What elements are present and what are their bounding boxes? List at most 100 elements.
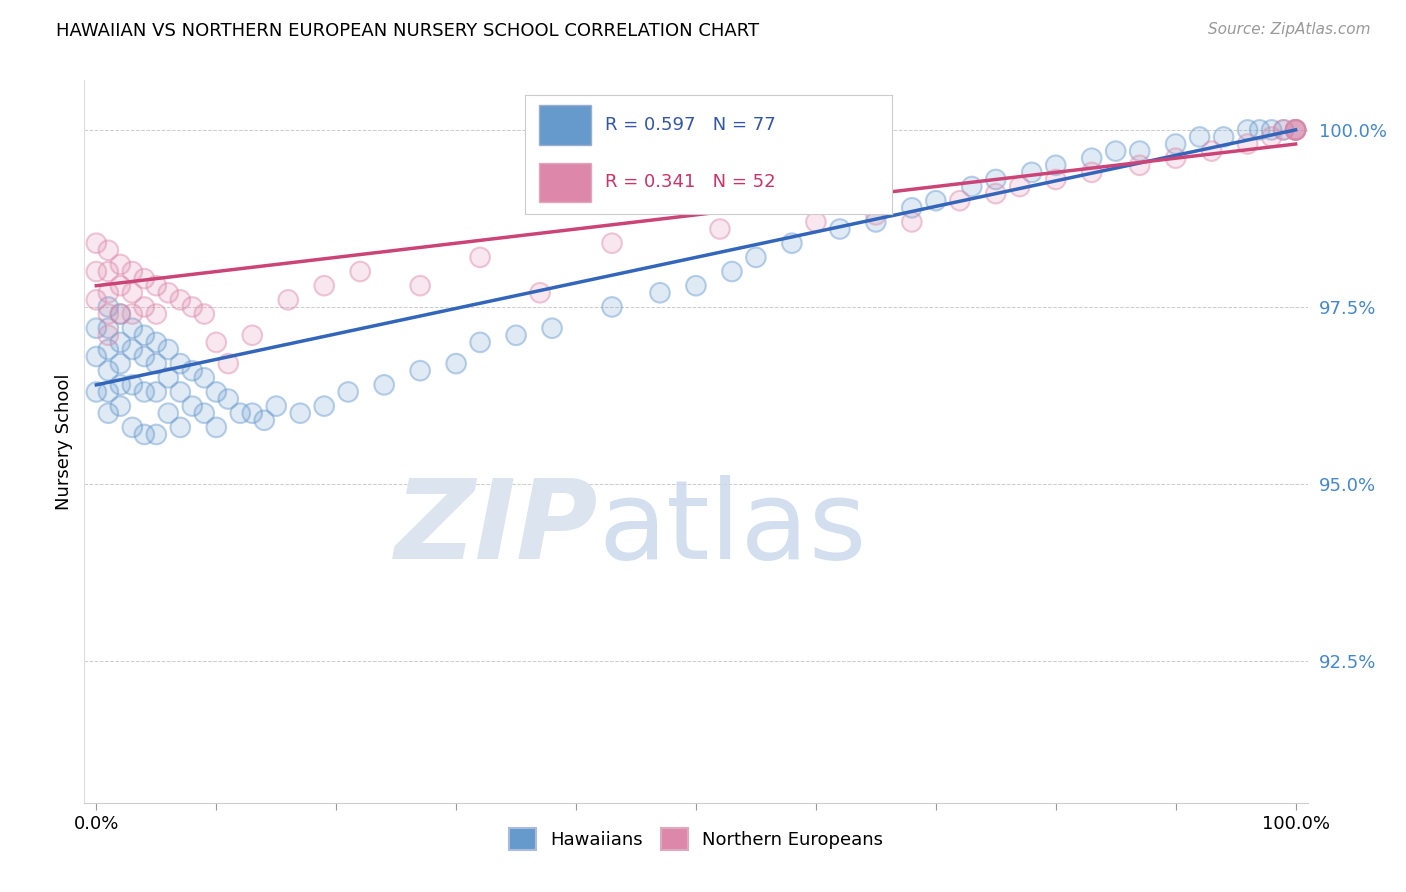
Point — [865, 215, 887, 229]
Point — [229, 406, 252, 420]
Point — [169, 420, 191, 434]
Point — [86, 293, 108, 307]
Point — [121, 264, 143, 278]
Point — [1260, 123, 1282, 137]
Point — [145, 335, 167, 350]
Point — [86, 350, 108, 364]
Point — [648, 285, 671, 300]
Point — [1284, 123, 1306, 137]
Point — [253, 413, 276, 427]
Y-axis label: Nursery School: Nursery School — [55, 373, 73, 510]
Point — [169, 293, 191, 307]
Point — [1080, 165, 1102, 179]
Point — [1284, 123, 1306, 137]
Point — [1236, 123, 1258, 137]
Point — [110, 278, 132, 293]
Point — [217, 392, 239, 406]
Point — [121, 377, 143, 392]
Point — [110, 257, 132, 271]
Point — [181, 399, 204, 413]
Point — [1260, 123, 1282, 137]
Point — [97, 364, 120, 378]
Point — [110, 399, 132, 413]
Point — [960, 179, 983, 194]
Point — [97, 264, 120, 278]
Point — [1272, 123, 1295, 137]
Point — [865, 215, 887, 229]
Point — [780, 236, 803, 251]
Point — [373, 377, 395, 392]
Point — [97, 307, 120, 321]
Point — [1260, 130, 1282, 145]
Point — [949, 194, 972, 208]
Point — [110, 357, 132, 371]
Point — [1164, 151, 1187, 165]
Point — [745, 251, 768, 265]
Point — [960, 179, 983, 194]
Point — [205, 420, 228, 434]
Point — [1284, 123, 1306, 137]
Point — [97, 285, 120, 300]
Point — [121, 343, 143, 357]
Point — [984, 186, 1007, 201]
Point — [1080, 151, 1102, 165]
Point — [529, 285, 551, 300]
Point — [110, 257, 132, 271]
Point — [121, 307, 143, 321]
Point — [1249, 123, 1271, 137]
Point — [134, 271, 156, 285]
Point — [468, 335, 491, 350]
Point — [121, 321, 143, 335]
Point — [181, 399, 204, 413]
Point — [505, 328, 527, 343]
Point — [277, 293, 299, 307]
Point — [193, 307, 215, 321]
Point — [240, 328, 263, 343]
Point — [193, 406, 215, 420]
Point — [1129, 144, 1152, 158]
Point — [529, 285, 551, 300]
Point — [86, 384, 108, 399]
Point — [949, 194, 972, 208]
Point — [110, 307, 132, 321]
Point — [1212, 130, 1234, 145]
Point — [1236, 136, 1258, 151]
Point — [1201, 144, 1223, 158]
Point — [1105, 144, 1128, 158]
Point — [97, 307, 120, 321]
Point — [1236, 123, 1258, 137]
Point — [648, 285, 671, 300]
Point — [685, 278, 707, 293]
Point — [290, 406, 312, 420]
Point — [157, 343, 180, 357]
Point — [1164, 136, 1187, 151]
Point — [1045, 172, 1067, 186]
Text: Source: ZipAtlas.com: Source: ZipAtlas.com — [1208, 22, 1371, 37]
Point — [1236, 136, 1258, 151]
Point — [721, 264, 744, 278]
Point — [1284, 123, 1306, 137]
Point — [134, 300, 156, 314]
Text: ZIP: ZIP — [395, 475, 598, 582]
Text: HAWAIIAN VS NORTHERN EUROPEAN NURSERY SCHOOL CORRELATION CHART: HAWAIIAN VS NORTHERN EUROPEAN NURSERY SC… — [56, 22, 759, 40]
Point — [97, 244, 120, 258]
Point — [97, 328, 120, 343]
Point — [1201, 144, 1223, 158]
Point — [86, 321, 108, 335]
Point — [314, 278, 336, 293]
Point — [169, 357, 191, 371]
Point — [97, 328, 120, 343]
Point — [97, 364, 120, 378]
Point — [157, 343, 180, 357]
Point — [205, 335, 228, 350]
Point — [97, 300, 120, 314]
Point — [1284, 123, 1306, 137]
Point — [337, 384, 360, 399]
Point — [86, 321, 108, 335]
Point — [145, 278, 167, 293]
Point — [709, 222, 731, 236]
Point — [1129, 144, 1152, 158]
Point — [1080, 151, 1102, 165]
Point — [134, 384, 156, 399]
Point — [86, 264, 108, 278]
